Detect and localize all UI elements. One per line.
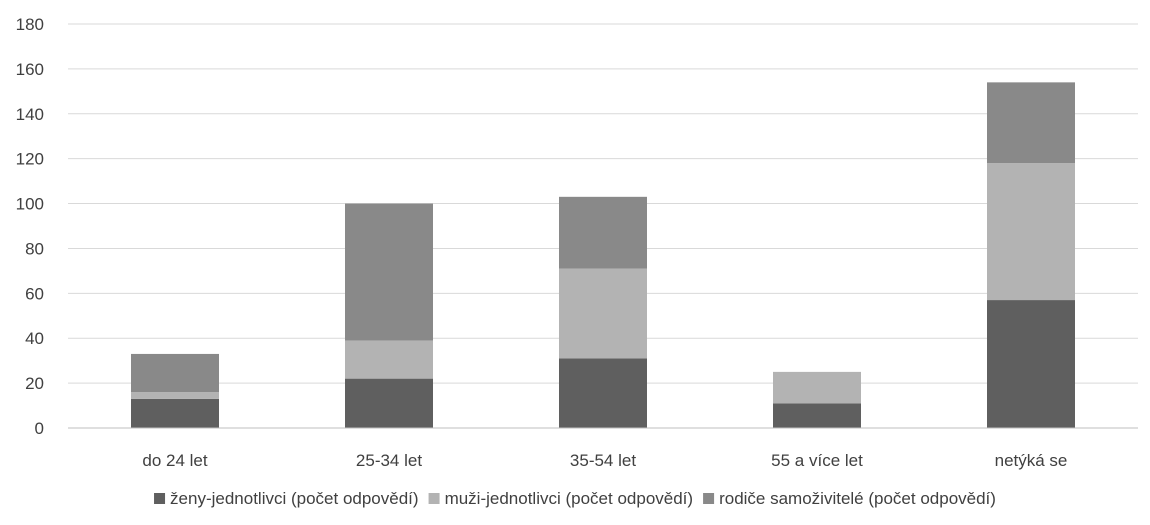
bar-segment-0-1[interactable] (131, 392, 219, 399)
legend: ženy-jednotlivci (počet odpovědí) muži-je… (154, 489, 996, 508)
y-tick-label-20: 20 (25, 374, 44, 393)
y-tick-label-40: 40 (25, 329, 44, 348)
bar-segment-1-0[interactable] (345, 378, 433, 428)
bar-segment-3-0[interactable] (773, 403, 861, 428)
legend-label-0: ženy-jednotlivci (počet odpovědí) (170, 489, 419, 508)
x-category-label-1: 25-34 let (356, 451, 422, 470)
bar-segment-4-0[interactable] (987, 300, 1075, 428)
y-tick-label-120: 120 (16, 150, 44, 169)
legend-swatch-2 (703, 493, 715, 504)
legend-swatch-1 (428, 493, 440, 504)
y-tick-label-140: 140 (16, 105, 44, 124)
bar-segment-1-1[interactable] (345, 340, 433, 379)
bar-segment-0-0[interactable] (131, 398, 219, 428)
y-tick-label-160: 160 (16, 60, 44, 79)
bar-segment-4-2[interactable] (987, 82, 1075, 164)
y-tick-label-80: 80 (25, 239, 44, 258)
bar-segment-2-2[interactable] (559, 196, 647, 269)
y-tick-label-0: 0 (35, 419, 44, 438)
bar-segment-2-1[interactable] (559, 268, 647, 359)
axes: 0 20 40 60 80 100 120 140 160 180 do 24 let 25-34 l… (16, 15, 1138, 470)
y-tick-label-60: 60 (25, 284, 44, 303)
bar-segment-1-2[interactable] (345, 203, 433, 341)
x-category-label-2: 35-54 let (570, 451, 636, 470)
legend-swatch-0 (154, 493, 166, 504)
bar-segment-0-2[interactable] (131, 353, 219, 393)
bar-segment-3-1[interactable] (773, 371, 861, 404)
bars (131, 82, 1075, 428)
x-category-label-4: netýká se (995, 451, 1068, 470)
legend-label-1: muži-jednotlivci (počet odpovědí) (445, 489, 694, 508)
y-tick-label-100: 100 (16, 195, 44, 214)
bar-segment-2-0[interactable] (559, 358, 647, 428)
x-category-label-3: 55 a více let (771, 451, 863, 470)
y-tick-label-180: 180 (16, 15, 44, 34)
bar-segment-4-1[interactable] (987, 163, 1075, 301)
x-category-label-0: do 24 let (142, 451, 207, 470)
legend-label-2: rodiče samoživitelé (počet odpovědí) (719, 489, 996, 508)
